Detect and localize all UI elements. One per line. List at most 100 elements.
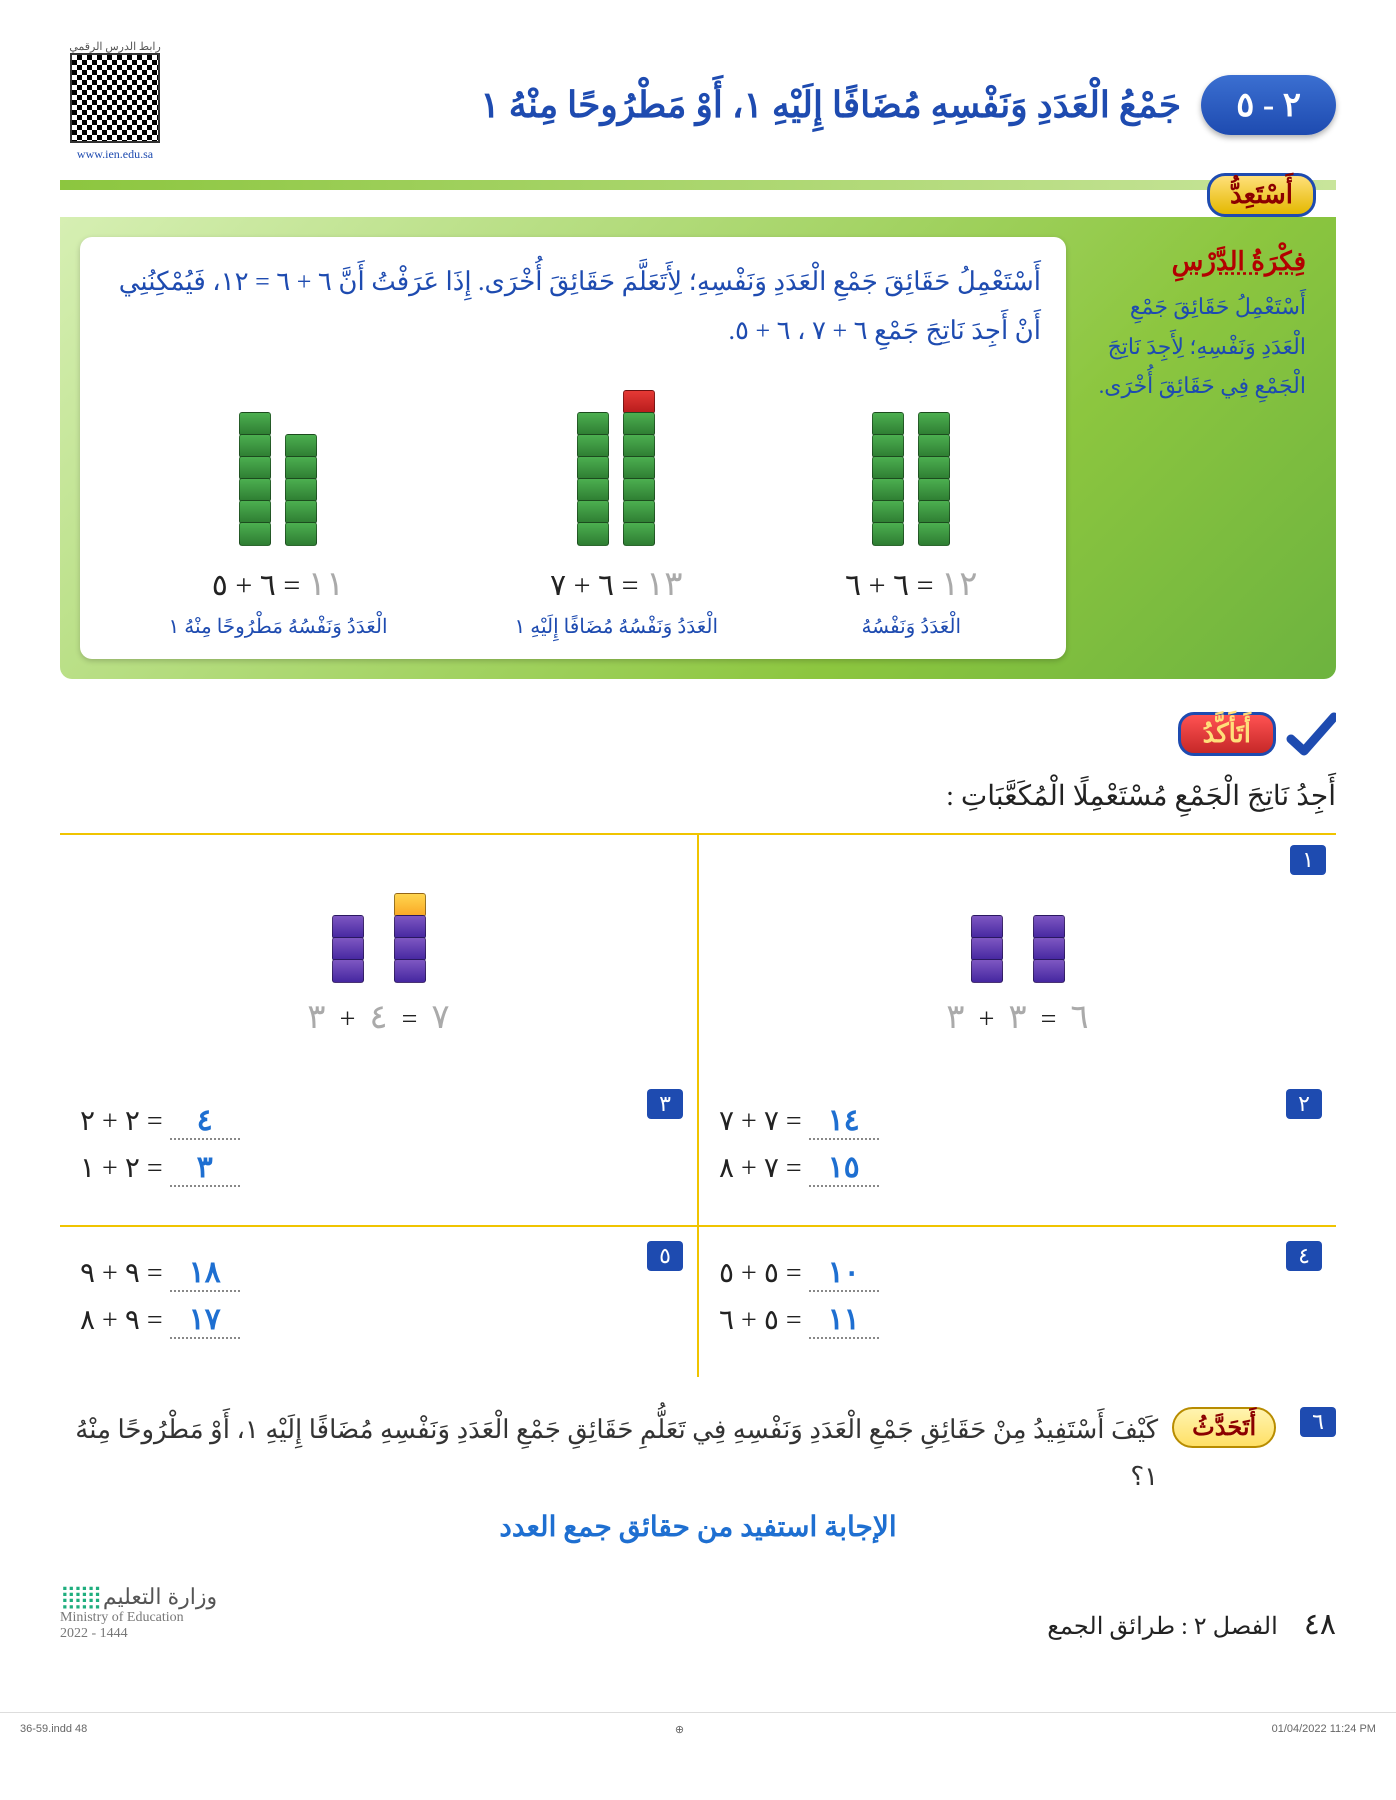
prepare-pill: أَسْتَعِدُّ xyxy=(1207,173,1316,217)
green-cube-icon xyxy=(285,478,317,502)
example-label: الْعَدَدُ وَنَفْسُهُ مَطْرُوحًا مِنْهُ ١ xyxy=(168,614,387,639)
talk-answer: الإجابة استفيد من حقائق جمع العدد xyxy=(60,1510,1336,1544)
purple-cube-icon xyxy=(971,959,1003,983)
print-center: ⊕ xyxy=(675,1723,684,1736)
green-cube-icon xyxy=(918,456,950,480)
moe-ar: وزارة التعليم xyxy=(103,1584,217,1609)
talk-question: كَيْفَ أَسْتَفِيدُ مِنْ حَقَائِقِ جَمْعِ… xyxy=(60,1407,1158,1501)
worksheet-cell: ١ ٣ + ٣ = ٦ xyxy=(699,835,1336,1075)
purple-cube-icon xyxy=(332,915,364,939)
equation-line: ٩ + ٨ = ١٧ xyxy=(80,1302,677,1339)
cubes-row xyxy=(168,376,387,546)
purple-cube-icon xyxy=(1033,937,1065,961)
lesson-idea-title: فِكْرَةُ الدَّرْسِ xyxy=(1096,247,1306,277)
cubes-row xyxy=(514,376,718,546)
green-cube-icon xyxy=(239,478,271,502)
answer-value: ١٨ xyxy=(170,1255,240,1292)
green-cube-icon xyxy=(872,522,904,546)
print-left: 36-59.indd 48 xyxy=(20,1723,87,1736)
yellow-cube-icon xyxy=(394,893,426,917)
green-cube-icon xyxy=(872,434,904,458)
dotted-operand: ٣ xyxy=(946,997,964,1037)
green-cube-icon xyxy=(239,412,271,436)
green-cube-icon xyxy=(285,522,317,546)
qr-box: رابط الدرس الرقمي www.ien.edu.sa xyxy=(60,40,170,170)
green-cube-icon xyxy=(577,456,609,480)
equation-line: ٢ + ١ = ٣ xyxy=(80,1150,677,1187)
green-cube-icon xyxy=(577,522,609,546)
equation-line: ٩ + ٩ = ١٨ xyxy=(80,1255,677,1292)
green-cube-icon xyxy=(239,522,271,546)
green-cube-icon xyxy=(623,412,655,436)
green-cube-icon xyxy=(623,500,655,524)
moe-logo-icon: ⣿⣿⣿ xyxy=(60,1584,99,1609)
moe-block: ⣿⣿⣿ وزارة التعليم Ministry of Education … xyxy=(60,1584,217,1642)
intro-text: أَسْتَعْمِلُ حَقَائِقَ جَمْعِ الْعَدَدِ … xyxy=(105,257,1041,356)
divider-band xyxy=(60,180,1336,190)
equation-line: ٧ + ٧ = ١٤ xyxy=(719,1103,1316,1140)
green-cube-icon xyxy=(623,522,655,546)
worksheet-cell: ٤٥ + ٥ = ١٠٥ + ٦ = ١١ xyxy=(699,1227,1336,1377)
lesson-idea-box: فِكْرَةُ الدَّرْسِ أَسْتَعْمِلُ حَقَائِق… xyxy=(1086,237,1316,659)
page-number: ٤٨ xyxy=(1304,1608,1336,1641)
cube-stack xyxy=(918,414,950,546)
question-badge: ٥ xyxy=(647,1241,683,1271)
question-badge: ٢ xyxy=(1286,1089,1322,1119)
green-cube-icon xyxy=(239,434,271,458)
equation-line: ٥ + ٦ = ١١ xyxy=(719,1302,1316,1339)
green-cube-icon xyxy=(623,456,655,480)
dotted-answer: ١١ xyxy=(308,564,345,604)
green-cube-icon xyxy=(872,456,904,480)
lesson-idea-text: أَسْتَعْمِلُ حَقَائِقَ جَمْعِ الْعَدَدِ … xyxy=(1096,287,1306,406)
example: ٦ + ٧ = ١٣الْعَدَدُ وَنَفْسُهُ مُضَافًا … xyxy=(514,376,718,639)
equation-line: ٢ + ٢ = ٤ xyxy=(80,1103,677,1140)
cube-stack xyxy=(577,414,609,546)
dotted-operand: ٤ xyxy=(369,997,387,1037)
green-cube-icon xyxy=(918,522,950,546)
print-marks: 36-59.indd 48 ⊕ 01/04/2022 11:24 PM xyxy=(0,1712,1396,1746)
green-cube-icon xyxy=(285,434,317,458)
cubes-row xyxy=(845,376,978,546)
worksheet-cell: ٣٢ + ٢ = ٤٢ + ١ = ٣ xyxy=(60,1075,699,1225)
answer-value: ٤ xyxy=(170,1103,240,1140)
prepare-section: فِكْرَةُ الدَّرْسِ أَسْتَعْمِلُ حَقَائِق… xyxy=(60,217,1336,679)
green-cube-icon xyxy=(872,478,904,502)
confirm-instruction: أَجِدُ نَاتِجَ الْجَمْعِ مُسْتَعْمِلًا ا… xyxy=(60,779,1336,813)
cube-stack xyxy=(394,895,426,983)
purple-cube-icon xyxy=(332,937,364,961)
worksheet-row: ٤٥ + ٥ = ١٠٥ + ٦ = ١١٥٩ + ٩ = ١٨٩ + ٨ = … xyxy=(60,1225,1336,1377)
purple-cube-icon xyxy=(1033,959,1065,983)
equation: ٦ + ٧ = ١٣ xyxy=(514,564,718,604)
confirm-header: أَتَأَكَّدُ xyxy=(60,709,1336,759)
talk-badge: ٦ xyxy=(1300,1407,1336,1437)
green-cube-icon xyxy=(285,500,317,524)
dotted-answer: ٧ xyxy=(431,997,449,1037)
green-cube-icon xyxy=(577,412,609,436)
green-cube-icon xyxy=(872,412,904,436)
confirm-pill: أَتَأَكَّدُ xyxy=(1178,712,1276,756)
worksheet-cell: ٢٧ + ٧ = ١٤٧ + ٨ = ١٥ xyxy=(699,1075,1336,1225)
cubes-row xyxy=(719,853,1316,983)
equation: ٣ + ٤ = ٧ xyxy=(80,997,677,1037)
green-cube-icon xyxy=(577,478,609,502)
check-icon xyxy=(1286,709,1336,759)
question-badge: ١ xyxy=(1290,845,1326,875)
intro-card: أَسْتَعْمِلُ حَقَائِقَ جَمْعِ الْعَدَدِ … xyxy=(80,237,1066,659)
purple-cube-icon xyxy=(332,959,364,983)
green-cube-icon xyxy=(918,412,950,436)
purple-cube-icon xyxy=(971,915,1003,939)
example: ٦ + ٦ = ١٢الْعَدَدُ وَنَفْسُهُ xyxy=(845,376,978,639)
green-cube-icon xyxy=(239,500,271,524)
cube-stack xyxy=(1033,917,1065,983)
equation: ٣ + ٣ = ٦ xyxy=(719,997,1316,1037)
question-badge: ٤ xyxy=(1286,1241,1322,1271)
answer-value: ١٤ xyxy=(809,1103,879,1140)
cube-stack xyxy=(332,917,364,983)
cube-stack xyxy=(872,414,904,546)
green-cube-icon xyxy=(285,456,317,480)
lesson-title: جَمْعُ الْعَدَدِ وَنَفْسِهِ مُضَافًا إِل… xyxy=(190,84,1181,126)
equation: ٦ + ٥ = ١١ xyxy=(168,564,387,604)
cube-stack xyxy=(285,436,317,546)
purple-cube-icon xyxy=(1033,915,1065,939)
answer-value: ١٠ xyxy=(809,1255,879,1292)
